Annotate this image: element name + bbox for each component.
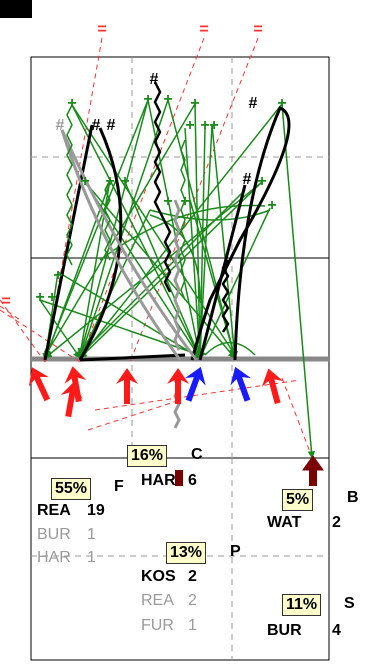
symbol-plus-22: + [163, 193, 172, 210]
symbol-plus-25: + [53, 267, 62, 284]
target-name-f: REA [37, 502, 71, 519]
green-curve-0 [149, 209, 271, 221]
red-arrow-2 [60, 381, 83, 418]
red-arrow-4 [167, 368, 189, 404]
percent-box-c: 16% [127, 445, 168, 467]
target-name-p: KOS [141, 568, 176, 585]
target-letter-s: S [344, 595, 355, 612]
symbol-hash-8: # [249, 95, 258, 112]
target-count-p: 2 [188, 568, 197, 585]
blue-arrow-0 [184, 366, 206, 402]
red-arrow-1 [64, 366, 87, 403]
percent-box-p: 13% [166, 542, 207, 564]
extra-name-p-0: REA [141, 592, 174, 609]
symbol-hash-9: # [243, 171, 252, 188]
green-curve-3 [149, 214, 201, 301]
extra-name-f-1: HAR [37, 549, 71, 566]
extra-count-p-0: 2 [188, 592, 197, 609]
target-letter-p: P [230, 543, 241, 560]
green-link-20 [124, 181, 201, 359]
percent-box-s: 11% [282, 594, 322, 616]
green-curve-2 [204, 341, 256, 356]
symbol-plus-23: + [180, 193, 189, 210]
green-link-10 [211, 124, 239, 359]
extra-count-f-1: 1 [87, 549, 96, 566]
green-link-0 [71, 104, 201, 359]
green-link-11 [281, 103, 316, 459]
percent-box-f: 55% [51, 478, 92, 500]
symbol-layer: = = ==## ####+ + + + ++ + ++ + + ++ + +++ + [1, 21, 286, 310]
target-name-s: BUR [267, 622, 302, 639]
green-link-5 [78, 99, 169, 359]
green-link-28 [184, 127, 204, 359]
symbol-plus-24: + [267, 197, 276, 214]
symbol-plus-26: + [35, 289, 44, 306]
target-name-b: WAT [267, 514, 302, 531]
symbol-hash-4: # [150, 71, 159, 88]
black-links [43, 106, 291, 362]
extra-name-f-0: BUR [37, 526, 71, 543]
green-link-16 [199, 207, 271, 359]
symbol-plus-15: + [185, 117, 194, 134]
symbol-plus-27: + [47, 289, 56, 306]
red-arrow-5 [261, 368, 284, 405]
blue-arrow-1 [230, 366, 252, 402]
dark-red-arrow-c-shaft [175, 470, 183, 486]
arrow-layer [28, 366, 284, 418]
green-link-9 [196, 124, 213, 356]
green-links [39, 99, 316, 459]
extra-name-p-1: FUR [141, 617, 174, 634]
green-link-17 [84, 181, 236, 359]
target-count-s: 4 [332, 622, 341, 639]
red-arrow-0 [28, 367, 51, 402]
green-link-22 [39, 299, 81, 359]
symbol-plus-12: + [163, 91, 172, 108]
symbol-plus-13: + [190, 95, 199, 112]
target-letter-f: F [114, 478, 124, 495]
extra-count-f-0: 1 [87, 526, 96, 543]
zigzag-link-black-2 [221, 259, 230, 333]
target-letter-c: C [191, 446, 203, 463]
target-count-c: 6 [188, 472, 197, 489]
green-link-21 [39, 299, 201, 357]
green-link-29 [43, 181, 111, 361]
symbol-plus-11: + [143, 91, 152, 108]
symbol-hash-7: # [56, 117, 65, 134]
green-link-13 [79, 181, 263, 359]
symbol-plus-19: + [105, 173, 114, 190]
red-arrow-3 [116, 368, 138, 404]
symbol-plus-17: + [209, 117, 218, 134]
zigzag-link-black [153, 81, 172, 293]
green-zigzag-links [66, 104, 186, 301]
green-link-27 [196, 127, 206, 359]
symbol-plus-14: + [277, 95, 286, 112]
symbol-plus-10: + [67, 95, 76, 112]
symbol-hash-6: # [107, 117, 116, 134]
green-link-14 [44, 181, 263, 359]
target-count-b: 2 [332, 514, 341, 531]
symbol-equals-0: = [97, 21, 106, 38]
green-link-26 [189, 199, 237, 359]
symbol-plus-18: + [80, 173, 89, 190]
target-letter-b: B [347, 489, 359, 506]
green-link-3 [78, 99, 149, 357]
dark-red-arrow-b-shaft [309, 468, 317, 486]
symbol-equals-3: = [1, 293, 10, 310]
symbol-plus-21: + [257, 173, 266, 190]
symbol-plus-20: + [120, 173, 129, 190]
extra-count-p-1: 1 [188, 617, 197, 634]
target-count-f: 19 [87, 502, 105, 519]
symbol-equals-2: = [253, 21, 262, 38]
green-link-1 [71, 104, 236, 356]
percent-box-b: 5% [282, 489, 314, 511]
symbol-hash-5: # [92, 117, 101, 134]
symbol-equals-1: = [199, 21, 208, 38]
target-name-c: HAR [141, 472, 176, 489]
symbol-plus-16: + [200, 117, 209, 134]
black-square-icon [0, 0, 32, 18]
